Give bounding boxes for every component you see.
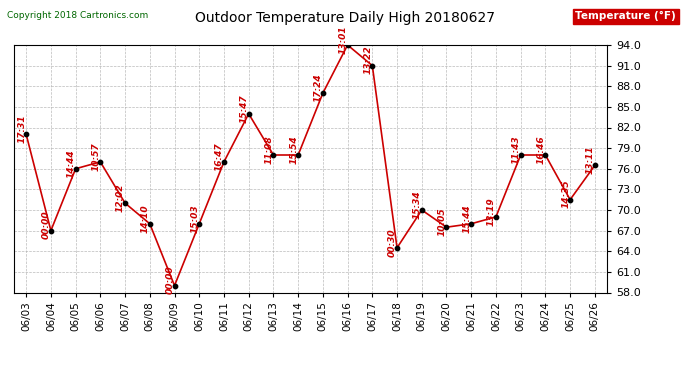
Point — [416, 207, 427, 213]
Text: 00:30: 00:30 — [388, 228, 397, 256]
Point — [169, 283, 180, 289]
Text: 14:35: 14:35 — [561, 180, 570, 209]
Text: 16:46: 16:46 — [536, 135, 545, 164]
Point — [243, 111, 254, 117]
Text: 00:00: 00:00 — [166, 266, 175, 294]
Point — [70, 166, 81, 172]
Point — [589, 162, 600, 168]
Point — [540, 152, 551, 158]
Text: 14:44: 14:44 — [67, 149, 76, 177]
Text: 13:22: 13:22 — [364, 46, 373, 74]
Text: 17:24: 17:24 — [314, 73, 323, 102]
Point — [194, 221, 205, 227]
Point — [219, 159, 230, 165]
Text: 11:43: 11:43 — [512, 135, 521, 164]
Point — [564, 196, 575, 202]
Text: 10:57: 10:57 — [91, 142, 100, 171]
Text: 12:02: 12:02 — [116, 183, 125, 212]
Text: 17:31: 17:31 — [17, 114, 26, 143]
Point — [342, 42, 353, 48]
Point — [144, 221, 155, 227]
Text: 16:47: 16:47 — [215, 142, 224, 171]
Text: 00:00: 00:00 — [42, 211, 51, 239]
Text: Temperature (°F): Temperature (°F) — [575, 11, 676, 21]
Text: 15:34: 15:34 — [413, 190, 422, 219]
Point — [515, 152, 526, 158]
Point — [317, 90, 328, 96]
Point — [119, 200, 130, 206]
Point — [95, 159, 106, 165]
Text: 13:19: 13:19 — [487, 197, 496, 226]
Text: 11:08: 11:08 — [264, 135, 273, 164]
Text: 15:44: 15:44 — [462, 204, 471, 232]
Text: Copyright 2018 Cartronics.com: Copyright 2018 Cartronics.com — [7, 11, 148, 20]
Point — [293, 152, 304, 158]
Text: 15:47: 15:47 — [239, 94, 248, 123]
Point — [46, 228, 57, 234]
Text: 10:05: 10:05 — [437, 207, 446, 236]
Point — [268, 152, 279, 158]
Text: 14:10: 14:10 — [141, 204, 150, 232]
Text: 13:01: 13:01 — [339, 25, 348, 54]
Point — [466, 221, 477, 227]
Point — [21, 131, 32, 137]
Text: 15:54: 15:54 — [289, 135, 298, 164]
Point — [367, 63, 378, 69]
Text: 15:03: 15:03 — [190, 204, 199, 232]
Text: 13:11: 13:11 — [586, 146, 595, 174]
Point — [491, 214, 502, 220]
Point — [441, 224, 452, 230]
Point — [391, 245, 402, 251]
Text: Outdoor Temperature Daily High 20180627: Outdoor Temperature Daily High 20180627 — [195, 11, 495, 25]
